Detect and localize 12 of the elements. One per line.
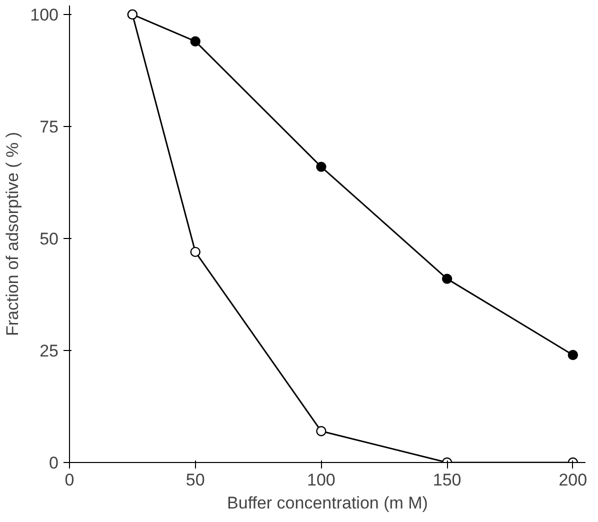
x-tick-label: 50 <box>186 470 205 490</box>
y-tick-label: 0 <box>49 454 59 472</box>
y-tick-label: 50 <box>40 229 59 248</box>
x-tick-label: 150 <box>432 470 462 490</box>
x-tick-label: 0 <box>64 470 74 490</box>
y-tick-label: 75 <box>40 117 59 136</box>
y-tick-label: 25 <box>40 341 59 360</box>
x-tick-label: 200 <box>558 470 588 490</box>
x-tick-label: 100 <box>307 470 336 490</box>
x-axis-title: Buffer concentration (m M) <box>227 494 428 512</box>
y-tick-label: 100 <box>30 5 59 24</box>
y-axis-title: Fraction of adsorptive ( % ) <box>3 132 22 336</box>
